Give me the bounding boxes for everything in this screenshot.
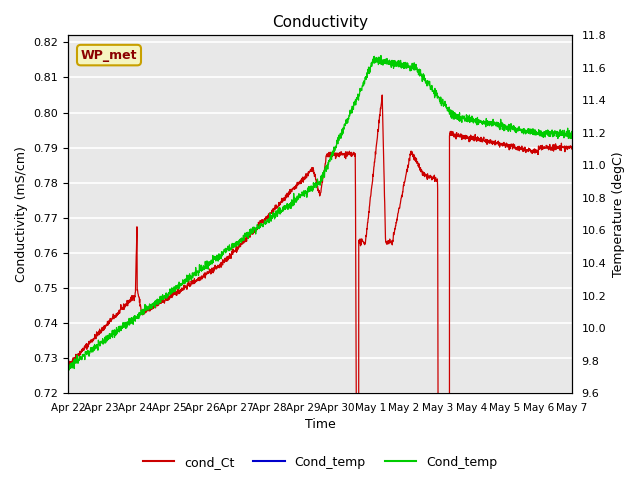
cond_Ct (90, 336, 98, 342)
Cond_temp (377, 53, 385, 59)
cond_Ct (378, 92, 386, 98)
Cond_temp (65, 367, 73, 373)
Legend: cond_Ct, Cond_temp, Cond_temp: cond_Ct, Cond_temp, Cond_temp (138, 451, 502, 474)
cond_Ct (296, 180, 303, 185)
cond_Ct (554, 145, 562, 151)
Title: Conductivity: Conductivity (272, 15, 368, 30)
Cond_temp (554, 132, 561, 138)
Cond_temp (310, 180, 317, 186)
Line: Cond_temp: Cond_temp (68, 56, 572, 370)
Cond_temp (296, 195, 304, 201)
Y-axis label: Temperature (degC): Temperature (degC) (612, 151, 625, 277)
Cond_temp (64, 366, 72, 372)
cond_Ct (568, 146, 576, 152)
cond_Ct (554, 144, 561, 150)
Y-axis label: Conductivity (mS/cm): Conductivity (mS/cm) (15, 146, 28, 282)
cond_Ct (64, 361, 72, 367)
cond_Ct (309, 165, 317, 170)
Cond_temp (554, 136, 562, 142)
Cond_temp (90, 343, 98, 348)
cond_Ct (461, 136, 469, 142)
Cond_temp (568, 131, 576, 137)
Text: WP_met: WP_met (81, 48, 137, 61)
Cond_temp (461, 118, 469, 123)
Line: cond_Ct: cond_Ct (68, 95, 572, 480)
X-axis label: Time: Time (305, 419, 335, 432)
